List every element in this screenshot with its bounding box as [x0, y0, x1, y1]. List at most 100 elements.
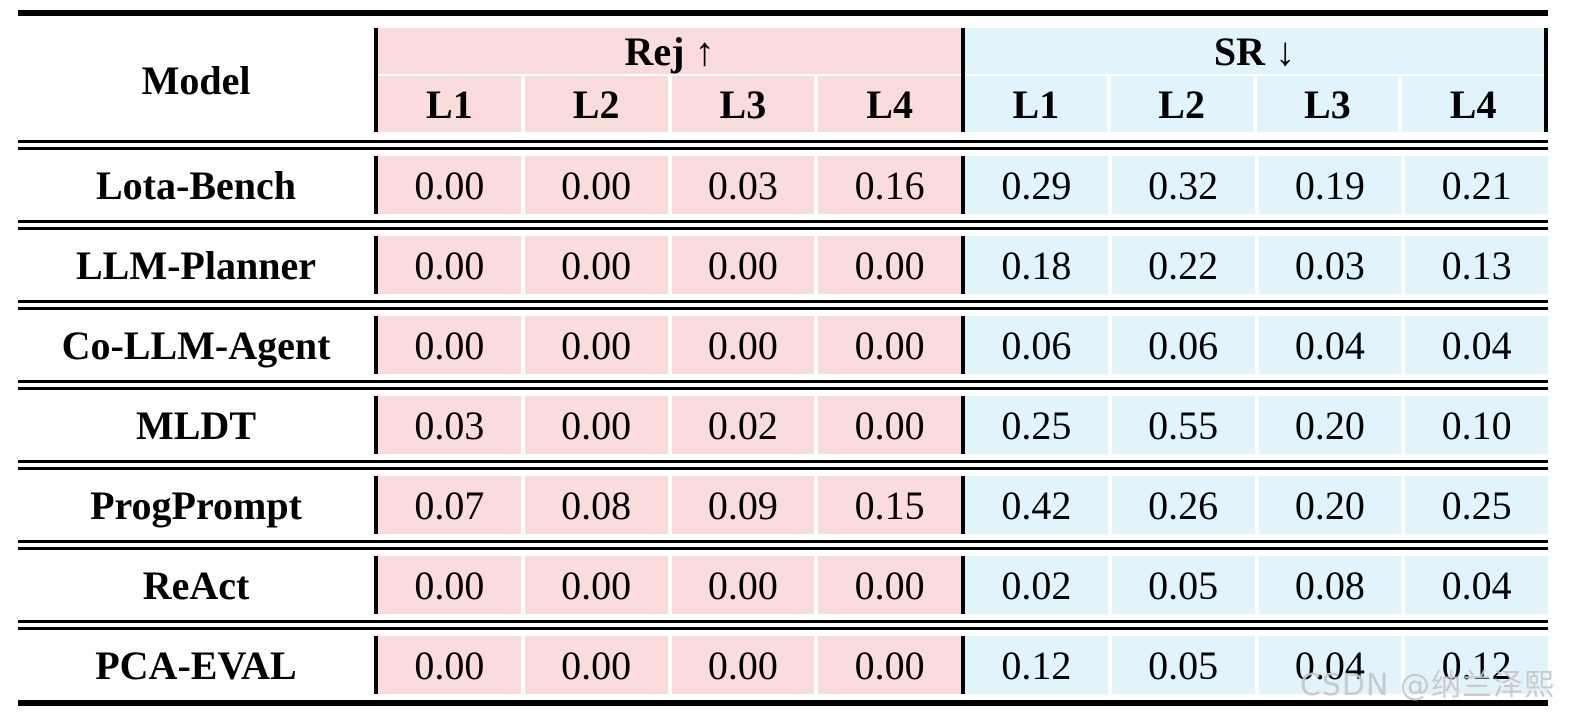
model-name: Co-LLM-Agent [61, 322, 331, 368]
model-name: PCA-EVAL [95, 642, 297, 688]
sr-value-cell: 0.03 [1258, 236, 1402, 294]
row-separator-rule [18, 460, 1548, 470]
sr-value-cell: 0.55 [1111, 396, 1255, 454]
rej-cells: 0.00 0.00 0.00 0.00 [374, 556, 961, 614]
sr-value-cell: 0.25 [965, 396, 1108, 454]
up-arrow-icon: ↑ [694, 28, 715, 74]
header-separator-rule [18, 140, 1548, 150]
rej-value-cell: 0.00 [378, 156, 521, 214]
rej-value-cell: 0.00 [378, 636, 521, 694]
sr-value-cell: 0.12 [965, 636, 1108, 694]
sr-header-group: SR ↓ L1 L2 L3 L4 [961, 28, 1548, 132]
model-name: MLDT [136, 402, 256, 448]
sr-value-cell: 0.42 [965, 476, 1108, 534]
row-separator-rule [18, 620, 1548, 630]
sr-value-cell: 0.32 [1111, 156, 1255, 214]
sr-value-cell: 0.10 [1405, 396, 1548, 454]
rej-col-header-l3: L3 [671, 76, 815, 132]
rej-cells: 0.07 0.08 0.09 0.15 [374, 476, 961, 534]
row-separator-rule [18, 220, 1548, 230]
rej-value-cell: 0.08 [524, 476, 668, 534]
rej-value-cell: 0.00 [671, 236, 815, 294]
model-name: ReAct [142, 562, 250, 608]
row-separator-rule [18, 380, 1548, 390]
sr-value-cell: 0.21 [1405, 156, 1548, 214]
sr-col-header-l3: L3 [1256, 76, 1399, 132]
rej-cells: 0.00 0.00 0.00 0.00 [374, 636, 961, 694]
sr-cells: 0.06 0.06 0.04 0.04 [961, 316, 1548, 374]
table-header: Model Rej ↑ L1 L2 L3 L4 SR ↓ [18, 28, 1548, 132]
table-row: PCA-EVAL 0.00 0.00 0.00 0.00 0.12 0.05 0… [18, 630, 1548, 700]
sr-value-cell: 0.08 [1258, 556, 1402, 614]
rej-value-cell: 0.00 [524, 316, 668, 374]
rej-value-cell: 0.07 [378, 476, 521, 534]
sr-value-cell: 0.02 [965, 556, 1108, 614]
rej-cells: 0.03 0.00 0.02 0.00 [374, 396, 961, 454]
rej-value-cell: 0.00 [378, 236, 521, 294]
rej-value-cell: 0.00 [818, 236, 961, 294]
sr-cells: 0.25 0.55 0.20 0.10 [961, 396, 1548, 454]
rej-value-cell: 0.03 [378, 396, 521, 454]
sr-value-cell: 0.19 [1258, 156, 1402, 214]
table-row: ReAct 0.00 0.00 0.00 0.00 0.02 0.05 0.08… [18, 550, 1548, 620]
sr-subcolumns: L1 L2 L3 L4 [965, 76, 1544, 132]
model-name: Lota-Bench [96, 162, 296, 208]
sr-value-cell: 0.25 [1405, 476, 1548, 534]
rej-group-label: Rej ↑ [378, 28, 961, 74]
model-column-header: Model [141, 57, 251, 103]
rej-value-cell: 0.02 [671, 396, 815, 454]
sr-cells: 0.02 0.05 0.08 0.04 [961, 556, 1548, 614]
rej-header-group: Rej ↑ L1 L2 L3 L4 [374, 28, 961, 132]
down-arrow-icon: ↓ [1275, 28, 1296, 74]
rej-value-cell: 0.00 [671, 316, 815, 374]
rej-value-cell: 0.00 [818, 316, 961, 374]
row-separator-rule [18, 540, 1548, 550]
sr-label-text: SR [1213, 28, 1266, 74]
sr-value-cell: 0.06 [965, 316, 1108, 374]
sr-col-header-l1: L1 [965, 76, 1107, 132]
table-row: MLDT 0.03 0.00 0.02 0.00 0.25 0.55 0.20 … [18, 390, 1548, 460]
sr-value-cell: 0.04 [1258, 636, 1402, 694]
benchmark-table: Model Rej ↑ L1 L2 L3 L4 SR ↓ [18, 10, 1548, 706]
sr-value-cell: 0.22 [1111, 236, 1255, 294]
sr-group-label: SR ↓ [965, 28, 1544, 74]
sr-cells: 0.42 0.26 0.20 0.25 [961, 476, 1548, 534]
sr-value-cell: 0.29 [965, 156, 1108, 214]
sr-col-header-l4: L4 [1402, 76, 1544, 132]
rej-value-cell: 0.00 [524, 236, 668, 294]
sr-value-cell: 0.05 [1111, 556, 1255, 614]
rej-label-text: Rej [624, 28, 685, 74]
rej-value-cell: 0.00 [818, 636, 961, 694]
sr-cells: 0.12 0.05 0.04 0.12 [961, 636, 1548, 694]
row-separator-rule [18, 300, 1548, 310]
sr-cells: 0.18 0.22 0.03 0.13 [961, 236, 1548, 294]
rej-value-cell: 0.03 [671, 156, 815, 214]
rej-value-cell: 0.00 [378, 556, 521, 614]
table-row: Lota-Bench 0.00 0.00 0.03 0.16 0.29 0.32… [18, 150, 1548, 220]
rej-value-cell: 0.00 [818, 556, 961, 614]
rej-value-cell: 0.00 [671, 636, 815, 694]
rej-col-header-l4: L4 [818, 76, 961, 132]
rej-value-cell: 0.00 [524, 556, 668, 614]
sr-value-cell: 0.05 [1111, 636, 1255, 694]
table-row: LLM-Planner 0.00 0.00 0.00 0.00 0.18 0.2… [18, 230, 1548, 300]
sr-value-cell: 0.13 [1405, 236, 1548, 294]
sr-value-cell: 0.04 [1405, 316, 1548, 374]
rej-value-cell: 0.00 [671, 556, 815, 614]
bottom-rule [18, 700, 1548, 706]
rej-value-cell: 0.00 [524, 636, 668, 694]
rej-value-cell: 0.16 [818, 156, 961, 214]
sr-value-cell: 0.20 [1258, 476, 1402, 534]
top-rule [18, 10, 1548, 16]
sr-value-cell: 0.06 [1111, 316, 1255, 374]
sr-value-cell: 0.26 [1111, 476, 1255, 534]
sr-value-cell: 0.12 [1405, 636, 1548, 694]
model-name: LLM-Planner [76, 242, 316, 288]
sr-value-cell: 0.20 [1258, 396, 1402, 454]
rej-col-header-l1: L1 [378, 76, 521, 132]
rej-value-cell: 0.00 [818, 396, 961, 454]
rej-value-cell: 0.00 [378, 316, 521, 374]
rej-subcolumns: L1 L2 L3 L4 [378, 76, 961, 132]
sr-cells: 0.29 0.32 0.19 0.21 [961, 156, 1548, 214]
